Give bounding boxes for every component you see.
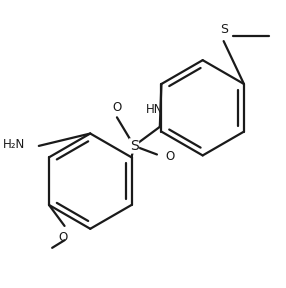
Text: O: O [112,101,122,114]
Text: O: O [166,150,175,163]
Text: S: S [221,23,229,36]
Text: S: S [130,139,138,153]
Text: O: O [58,231,67,244]
Text: HN: HN [146,103,164,116]
Text: H₂N: H₂N [3,137,25,151]
